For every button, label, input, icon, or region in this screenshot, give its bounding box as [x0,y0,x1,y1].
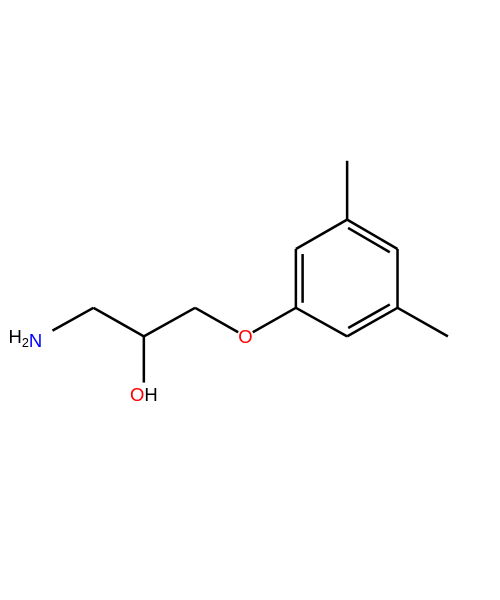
atom-label-OH: OH [130,384,158,405]
atom-label-Oe: O [238,326,252,347]
chemical-structure: H2N OH O [0,0,500,600]
atom-label-N: H2N [8,326,42,351]
